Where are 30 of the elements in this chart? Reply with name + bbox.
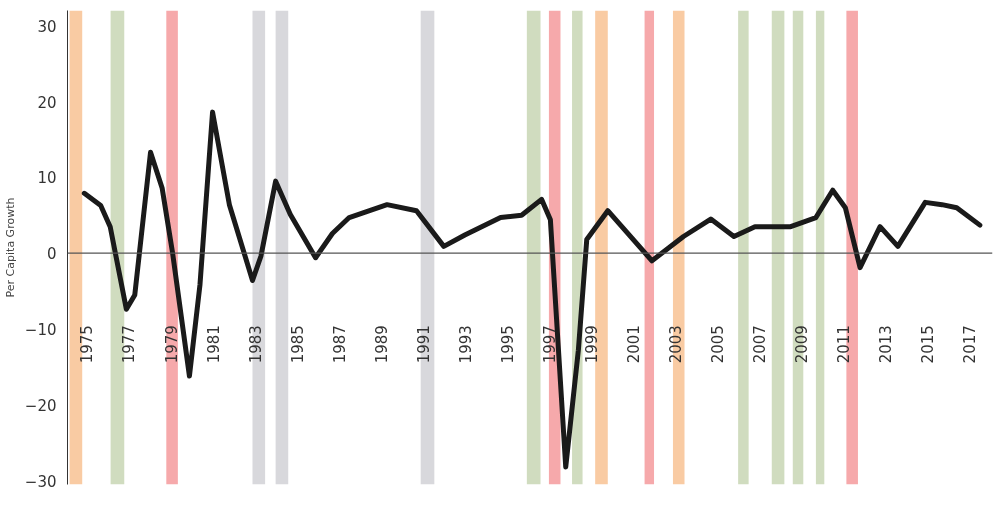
x-tick-label: 1975: [78, 325, 97, 364]
x-tick-label: 1989: [372, 325, 391, 364]
x-tick-label: 2015: [919, 325, 938, 364]
y-tick-label: 10: [37, 169, 57, 188]
y-tick-label: −20: [24, 396, 57, 415]
y-axis-title: Per Capita Growth: [3, 197, 17, 298]
x-tick-label: 2007: [751, 325, 770, 364]
y-tick-label: 0: [46, 245, 57, 264]
x-tick-label: 2009: [793, 325, 812, 364]
x-tick-label: 1977: [120, 325, 139, 364]
x-tick-label: 2001: [625, 325, 644, 364]
x-tick-label: 2017: [961, 325, 980, 364]
x-tick-label: 1985: [288, 325, 307, 364]
y-tick-label: −30: [24, 472, 57, 491]
x-tick-label: 1995: [498, 325, 517, 364]
x-tick-label: 1999: [582, 325, 601, 364]
y-tick-label: 30: [37, 17, 57, 36]
x-tick-label: 2005: [709, 325, 728, 364]
x-tick-label: 1987: [330, 325, 349, 364]
x-tick-label: 2003: [667, 325, 686, 364]
x-tick-label: 1993: [456, 325, 475, 364]
y-tick-label: 20: [37, 93, 57, 112]
x-tick-label: 1981: [204, 325, 223, 364]
x-tick-label: 1997: [540, 325, 559, 364]
x-tick-label: 2011: [835, 325, 854, 364]
x-tick-label: 1991: [414, 325, 433, 364]
x-tick-label: 1979: [162, 325, 181, 364]
x-tick-label: 2013: [877, 325, 896, 364]
y-tick-label: −10: [24, 321, 57, 340]
x-tick-label: 1983: [246, 325, 265, 364]
